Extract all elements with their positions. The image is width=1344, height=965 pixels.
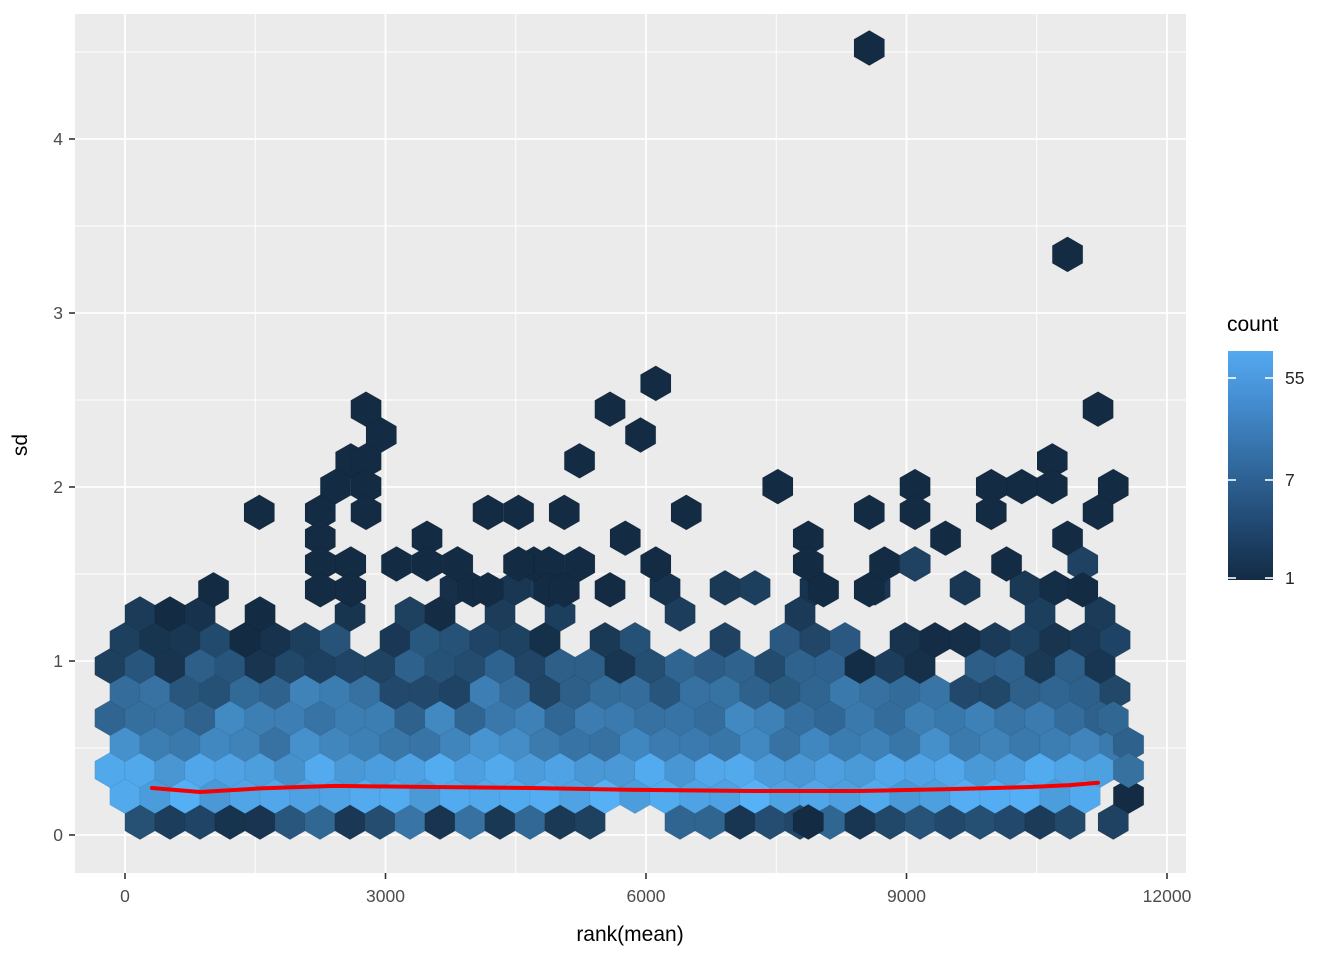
hex-bin (244, 595, 276, 633)
y-tick-label: 1 (53, 651, 63, 671)
y-tick-label: 0 (53, 825, 63, 845)
hex-bin (1051, 236, 1084, 273)
hex-bin (640, 545, 672, 583)
hex-bin (609, 520, 641, 557)
legend: count 55 7 1 (1227, 313, 1304, 588)
hex-bin (548, 571, 580, 608)
hex-bin (853, 571, 885, 608)
hex-bin (243, 494, 275, 531)
hex-bin (949, 569, 981, 606)
hex-bin (594, 571, 626, 608)
axis-layer: 0 3000 6000 9000 12000 0 1 2 3 4 (53, 129, 1191, 906)
hex-bin (739, 569, 771, 606)
hex-bin (624, 416, 657, 454)
hex-bin (1097, 700, 1129, 737)
y-tick-label: 4 (53, 129, 63, 149)
hex-bin (350, 494, 382, 531)
hex-bin (640, 365, 672, 402)
hex-bin (1039, 569, 1071, 606)
legend-labels: 55 7 1 (1285, 368, 1304, 588)
hex-bin (472, 571, 504, 608)
hex-bin (502, 494, 535, 531)
hex-bin (829, 621, 861, 659)
hex-bin (1067, 571, 1099, 608)
x-axis-title: rank(mean) (576, 923, 683, 946)
hex-bin (1097, 803, 1129, 841)
hex-bin (709, 621, 741, 659)
hex-bin (899, 494, 931, 531)
hex-bin (1082, 391, 1114, 428)
hex-bin (548, 494, 580, 531)
legend-gradient-bar (1228, 351, 1273, 580)
hex-bin (990, 545, 1023, 583)
smooth-line (150, 780, 1100, 794)
hex-bin (1082, 494, 1114, 531)
y-tick-label: 3 (53, 303, 63, 323)
hex-bin (792, 803, 824, 841)
hex-bin (334, 595, 366, 633)
hex-bin (1112, 752, 1145, 789)
x-tick-label: 12000 (1143, 886, 1192, 906)
hexbin-layer (94, 29, 1145, 841)
hex-bin (1036, 468, 1068, 505)
legend-tick-label: 55 (1285, 368, 1304, 388)
x-tick-label: 0 (120, 886, 130, 906)
hex-bin (762, 468, 794, 505)
hex-bin (563, 442, 596, 479)
smooth-line-layer (150, 780, 1100, 794)
x-tick-label: 3000 (366, 886, 405, 906)
hex-bin (335, 571, 367, 608)
hex-bin (853, 29, 885, 67)
x-tick-label: 9000 (887, 886, 926, 906)
hex-bin (853, 494, 885, 531)
hex-bin (929, 520, 962, 557)
legend-ticks (1228, 377, 1273, 579)
y-axis-title: sd (9, 434, 32, 456)
legend-title: count (1227, 313, 1279, 336)
hex-bin (670, 494, 702, 531)
legend-tick-label: 1 (1285, 568, 1295, 588)
hex-bin (619, 621, 651, 659)
hex-bin (380, 545, 413, 583)
hex-bin (975, 494, 1007, 531)
legend-tick-label: 7 (1285, 470, 1295, 490)
y-tick-label: 2 (53, 477, 63, 497)
x-tick-label: 6000 (627, 886, 666, 906)
hex-bin (807, 571, 840, 608)
hex-bin (594, 391, 626, 428)
hex-bin (197, 571, 230, 608)
